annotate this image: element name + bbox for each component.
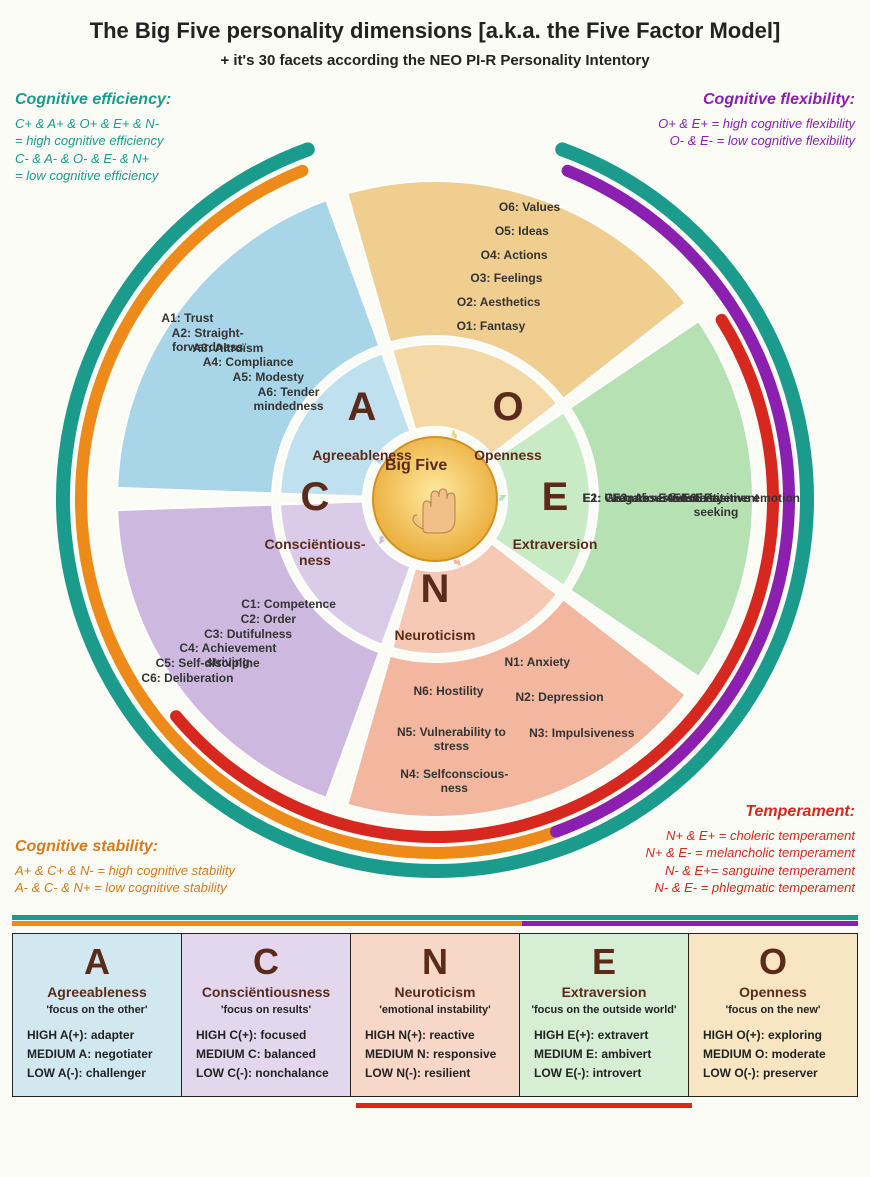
letter-C: C	[285, 475, 345, 520]
summary-table: A Agreeableness 'focus on the other' HIG…	[12, 933, 858, 1097]
facet-O2: O2: Aesthetics	[439, 295, 559, 309]
col-levels: HIGH E(+): extravertMEDIUM E: ambivertLO…	[526, 1026, 682, 1084]
corner-temperament: Temperament: N+ & E+ = choleric temperam…	[645, 801, 855, 897]
table-col-N: N Neuroticism 'emotional instability' HI…	[351, 934, 520, 1096]
facet-O5: O5: Ideas	[462, 224, 582, 238]
name-C: Consciëntious-ness	[250, 536, 380, 568]
main-title: The Big Five personality dimensions [a.k…	[0, 0, 870, 52]
facet-C2: C2: Order	[208, 612, 328, 626]
facet-C3: C3: Dutifulness	[188, 627, 308, 641]
facet-A5: A5: Modesty	[208, 370, 328, 384]
col-levels: HIGH C(+): focusedMEDIUM C: balancedLOW …	[188, 1026, 344, 1084]
col-focus: 'focus on results'	[188, 1004, 344, 1016]
facet-N2: N3: Impulsiveness	[527, 726, 637, 740]
corner-title: Cognitive flexibility:	[658, 89, 855, 111]
letter-O: O	[478, 385, 538, 430]
table-col-E: E Extraversion 'focus on the outside wor…	[520, 934, 689, 1096]
facet-A1: A1: Trust	[127, 311, 247, 325]
facet-N1: N2: Depression	[505, 690, 615, 704]
col-letter: E	[526, 944, 682, 980]
facet-C5: C5: Self-discipline	[148, 656, 268, 670]
col-levels: HIGH A(+): adapterMEDIUM A: negotiaterLO…	[19, 1026, 175, 1084]
col-focus: 'emotional instability'	[357, 1004, 513, 1016]
facet-A6: A6: Tender mindedness	[229, 385, 349, 413]
color-bar	[12, 915, 858, 920]
separator-bars-top	[0, 915, 870, 927]
facet-O4: O4: Actions	[454, 248, 574, 262]
facet-E6: E6: Positive emotion	[681, 491, 801, 505]
facet-N4: N5: Vulnerability to stress	[396, 725, 506, 753]
corner-cognitive-efficiency: Cognitive efficiency: C+ & A+ & O+ & E+ …	[15, 89, 171, 185]
facet-A4: A4: Compliance	[188, 355, 308, 369]
name-N: Neuroticism	[370, 627, 500, 643]
facet-N0: N1: Anxiety	[482, 655, 592, 669]
table-col-C: C Consciëntiousness 'focus on results' H…	[182, 934, 351, 1096]
color-bar	[522, 921, 858, 926]
table-col-A: A Agreeableness 'focus on the other' HIG…	[13, 934, 182, 1096]
name-E: Extraversion	[490, 536, 620, 552]
facet-O3: O3: Feelings	[446, 271, 566, 285]
color-bar	[356, 1103, 692, 1108]
corner-cognitive-flexibility: Cognitive flexibility: O+ & E+ = high co…	[658, 89, 855, 150]
col-letter: A	[19, 944, 175, 980]
col-focus: 'focus on the outside world'	[526, 1004, 682, 1016]
table-col-O: O Openness 'focus on the new' HIGH O(+):…	[689, 934, 857, 1096]
facet-N5: N6: Hostility	[393, 684, 503, 698]
corner-title: Temperament:	[645, 801, 855, 823]
col-name: Agreeableness	[19, 984, 175, 1000]
col-focus: 'focus on the new'	[695, 1004, 851, 1016]
wheel-diagram: Cognitive efficiency: C+ & A+ & O+ & E+ …	[0, 79, 870, 909]
subtitle: + it's 30 facets according the NEO PI-R …	[0, 52, 870, 79]
col-letter: N	[357, 944, 513, 980]
col-letter: O	[695, 944, 851, 980]
name-O: Openness	[443, 447, 573, 463]
col-name: Consciëntiousness	[188, 984, 344, 1000]
col-name: Openness	[695, 984, 851, 1000]
corner-title: Cognitive stability:	[15, 836, 235, 858]
col-name: Extraversion	[526, 984, 682, 1000]
letter-N: N	[405, 567, 465, 612]
col-levels: HIGH N(+): reactiveMEDIUM N: responsiveL…	[357, 1026, 513, 1084]
col-focus: 'focus on the other'	[19, 1004, 175, 1016]
col-name: Neuroticism	[357, 984, 513, 1000]
col-levels: HIGH O(+): exploringMEDIUM O: moderateLO…	[695, 1026, 851, 1084]
separator-bars-bottom	[0, 1103, 870, 1115]
corner-title: Cognitive efficiency:	[15, 89, 171, 111]
facet-C6: C6: Deliberation	[127, 671, 247, 685]
facet-O1: O1: Fantasy	[431, 319, 551, 333]
facet-N3: N4: Selfconscious-ness	[399, 767, 509, 795]
color-bar	[12, 921, 522, 926]
name-A: Agreeableness	[297, 447, 427, 463]
corner-cognitive-stability: Cognitive stability: A+ & C+ & N- = high…	[15, 836, 235, 897]
facet-O6: O6: Values	[470, 200, 590, 214]
facet-C1: C1: Competence	[229, 597, 349, 611]
facet-A3: A3: Altruïsm	[168, 341, 288, 355]
col-letter: C	[188, 944, 344, 980]
